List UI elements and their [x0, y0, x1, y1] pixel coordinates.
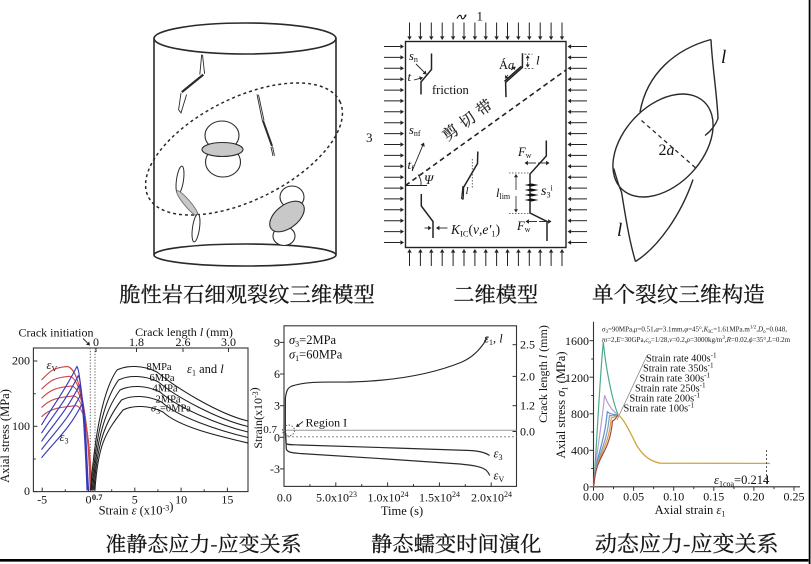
svg-text:Ψ: Ψ: [424, 172, 435, 187]
svg-text:Strain rate 100s-1: Strain rate 100s-1: [624, 402, 695, 415]
svg-text:0: 0: [93, 335, 99, 349]
svg-text:8MPa: 8MPa: [147, 362, 172, 373]
svg-text:Axial strain ε1: Axial strain ε1: [655, 503, 726, 519]
svg-text:2MPa: 2MPa: [156, 395, 181, 406]
svg-text:Strain rate 400s-1: Strain rate 400s-1: [646, 352, 717, 365]
svg-text:0: 0: [86, 493, 92, 507]
svg-text:ε1 and l: ε1 and l: [187, 362, 224, 378]
svg-text:sn: sn: [409, 49, 418, 64]
svg-text:1200: 1200: [565, 371, 589, 385]
svg-text:5: 5: [132, 493, 138, 507]
svg-text:m=2,E=30GPa,co=1/28,ν=0.2,ρ=30: m=2,E=30GPa,co=1/28,ν=0.2,ρ=3000kg/m3,R=…: [602, 336, 791, 346]
svg-text:l: l: [617, 220, 622, 241]
svg-text:10: 10: [175, 493, 187, 507]
svg-text:1.8: 1.8: [129, 335, 144, 349]
svg-text:Axial stress (MPa): Axial stress (MPa): [0, 389, 12, 483]
svg-text:0.20: 0.20: [743, 490, 764, 504]
svg-text:Strain ε (x10-3): Strain ε (x10-3): [99, 500, 174, 518]
svg-text:t: t: [408, 69, 412, 84]
svg-text:Strain rate 200s-1: Strain rate 200s-1: [630, 392, 701, 405]
svg-text:εV: εV: [47, 358, 58, 374]
svg-text:σ1=60MPa: σ1=60MPa: [289, 348, 343, 364]
svg-text:εV: εV: [494, 469, 505, 485]
svg-text:0.05: 0.05: [623, 490, 644, 504]
svg-text:Crack length l (mm): Crack length l (mm): [536, 325, 550, 423]
svg-text:Axial stress σ1 (MPa): Axial stress σ1 (MPa): [554, 351, 570, 458]
svg-text:0: 0: [274, 430, 280, 444]
svg-text:ε3: ε3: [494, 447, 503, 463]
svg-text:2.0: 2.0: [520, 369, 535, 383]
svg-text:2.5: 2.5: [520, 338, 535, 352]
svg-text:Strain rate 350s-1: Strain rate 350s-1: [643, 362, 714, 375]
svg-text:Region I: Region I: [306, 416, 348, 430]
svg-text:800: 800: [571, 407, 589, 421]
svg-text:15: 15: [221, 493, 233, 507]
svg-text:l: l: [466, 185, 469, 197]
svg-text:Crack length l (mm): Crack length l (mm): [135, 325, 233, 339]
svg-text:ε1, l: ε1, l: [484, 332, 503, 348]
svg-text:100: 100: [12, 419, 30, 433]
svg-text:l: l: [721, 47, 726, 68]
svg-text:ε1coa=0.214: ε1coa=0.214: [714, 473, 770, 489]
svg-text:3.0: 3.0: [221, 335, 236, 349]
svg-text:6: 6: [274, 367, 280, 381]
svg-text:0: 0: [24, 484, 30, 498]
svg-text:400: 400: [571, 444, 589, 458]
svg-text:Fw: Fw: [516, 219, 531, 234]
svg-text:0.0: 0.0: [520, 425, 535, 439]
svg-text:-5: -5: [37, 493, 47, 507]
svg-text:snf: snf: [409, 123, 421, 138]
svg-text:l: l: [536, 53, 540, 68]
svg-text:-3: -3: [270, 462, 280, 476]
svg-text:0.10: 0.10: [663, 490, 684, 504]
svg-text:1.5x1024: 1.5x1024: [419, 490, 460, 505]
svg-text:3: 3: [366, 130, 373, 145]
svg-text:6MPa: 6MPa: [150, 373, 175, 384]
svg-text:1600: 1600: [565, 334, 589, 348]
svg-text:2.6: 2.6: [176, 335, 191, 349]
svg-text:ε3: ε3: [60, 430, 69, 446]
svg-text:tf: tf: [408, 157, 415, 173]
svg-text:1.0x1024: 1.0x1024: [368, 490, 409, 505]
svg-text:Strain(x10-3): Strain(x10-3): [247, 387, 265, 448]
svg-text:friction: friction: [432, 83, 470, 97]
svg-text:1: 1: [477, 9, 484, 24]
svg-text:Strain rate 250s-1: Strain rate 250s-1: [635, 382, 706, 395]
svg-text:3: 3: [274, 399, 280, 413]
svg-text:5.0x1023: 5.0x1023: [316, 490, 357, 505]
svg-text:0: 0: [583, 480, 589, 494]
svg-text:9: 9: [274, 335, 280, 349]
svg-text:2a: 2a: [659, 142, 675, 159]
svg-text:Áa: Áa: [499, 58, 514, 72]
svg-text:Time (s): Time (s): [381, 504, 423, 518]
svg-text:200: 200: [12, 354, 30, 368]
svg-text:Crack initiation: Crack initiation: [19, 326, 94, 340]
svg-text:σ3=2MPa: σ3=2MPa: [289, 333, 337, 349]
svg-text:0.25: 0.25: [784, 490, 805, 504]
svg-text:0.7: 0.7: [92, 492, 103, 502]
svg-text:0.00: 0.00: [583, 490, 604, 504]
svg-text:s3i: s3i: [541, 184, 553, 200]
svg-text:KIC(v,e′1): KIC(v,e′1): [450, 222, 500, 239]
svg-text:2.0x1024: 2.0x1024: [471, 490, 512, 505]
svg-text:0.0: 0.0: [277, 491, 292, 505]
svg-text:Fw: Fw: [517, 145, 532, 160]
svg-text:0.7: 0.7: [263, 424, 277, 436]
svg-text:1.2: 1.2: [520, 399, 535, 413]
svg-text:llim: llim: [496, 186, 511, 201]
svg-text:Strain rate 300s-1: Strain rate 300s-1: [640, 372, 711, 385]
svg-text:σ3=0MPa: σ3=0MPa: [151, 404, 191, 417]
svg-text:σ3=90MPa,μ=0.51,a=3.1mm,φ=45°,: σ3=90MPa,μ=0.51,a=3.1mm,φ=45°,KIC=1.61MP…: [602, 326, 787, 336]
svg-text:0.15: 0.15: [703, 490, 724, 504]
svg-text:4MPa: 4MPa: [153, 384, 178, 395]
